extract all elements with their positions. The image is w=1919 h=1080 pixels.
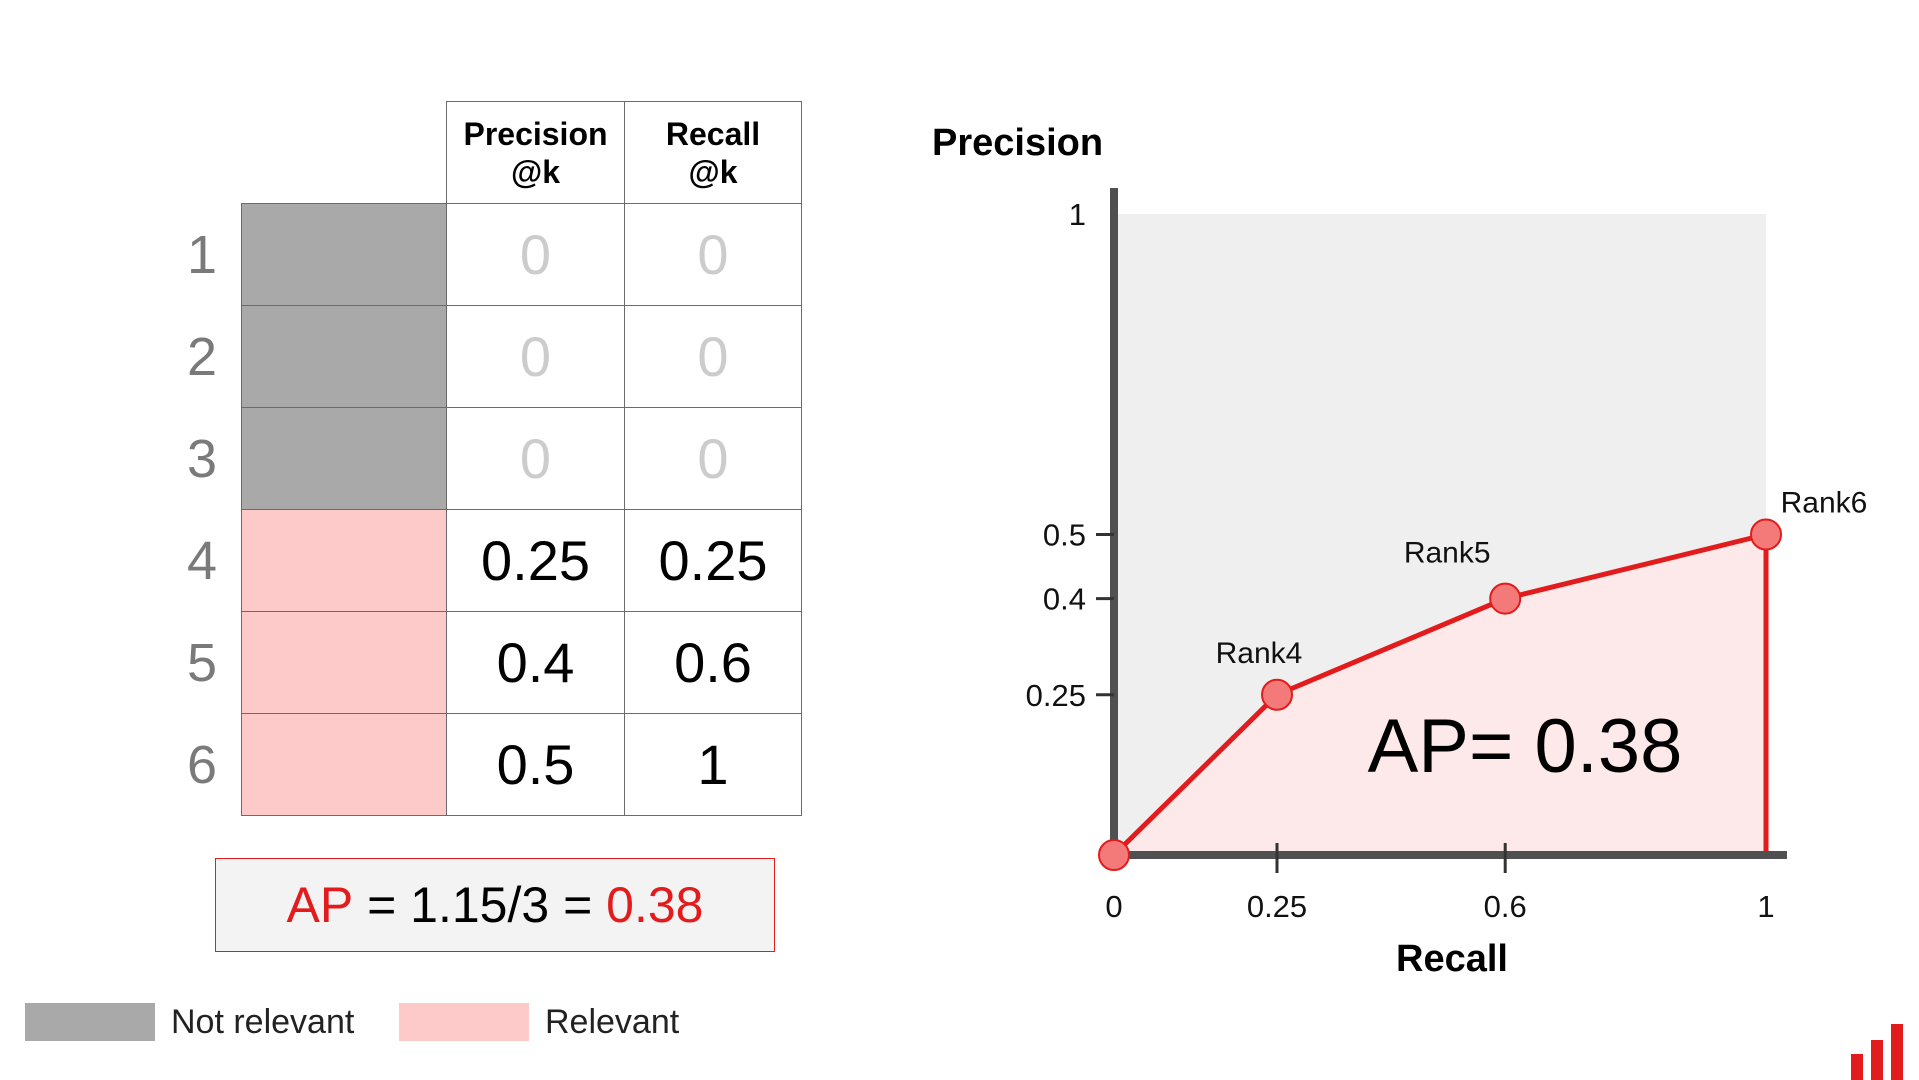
precision-value: 0: [446, 305, 625, 408]
rank-number: 1: [186, 224, 217, 285]
table-row: 6 0.5 1: [157, 713, 802, 816]
legend-relevant: Relevant: [399, 1003, 679, 1041]
precision-value: 0: [446, 203, 625, 306]
x-tick-label: 0.6: [1484, 889, 1527, 924]
ap-area-label: AP= 0.38: [1368, 704, 1683, 789]
x-tick-label: 1: [1757, 889, 1774, 924]
rank-number: 5: [186, 632, 217, 693]
point-label: Rank6: [1781, 487, 1868, 520]
y-tick-label: 0.4: [1043, 582, 1086, 617]
precision-value: 0.25: [446, 509, 625, 612]
x-tick-label: 0: [1105, 889, 1122, 924]
rank-number: 4: [186, 530, 217, 591]
not-relevant-cell: [241, 407, 447, 510]
precision-value: 0.5: [446, 713, 625, 816]
recall-value: 0.25: [624, 509, 802, 612]
y-tick-label: 0.5: [1043, 518, 1086, 553]
data-point: [1098, 839, 1130, 871]
precision-value: 0: [446, 407, 625, 510]
data-point: [1750, 518, 1782, 551]
y-tick-label: 1: [1069, 197, 1086, 232]
not-relevant-cell: [241, 203, 447, 306]
recall-value: 0: [624, 203, 802, 306]
legend-not-relevant: Not relevant: [25, 1003, 354, 1041]
recall-value: 1: [624, 713, 802, 816]
rank-number: 2: [186, 326, 217, 387]
relevant-swatch: [399, 1003, 529, 1041]
x-axis-label: Recall: [1396, 938, 1508, 980]
not-relevant-label: Not relevant: [171, 1002, 355, 1041]
relevant-cell: [241, 713, 447, 816]
not-relevant-cell: [241, 305, 447, 408]
ap-formula-box: AP = 1.15/3 = 0.38: [215, 858, 775, 952]
rank-number: 6: [186, 734, 217, 795]
recall-value: 0: [624, 407, 802, 510]
y-axis-label: Precision: [932, 122, 1103, 164]
relevant-cell: [241, 509, 447, 612]
ap-label: AP: [286, 877, 354, 933]
ap-result: 0.38: [606, 877, 704, 933]
recall-value: 0.6: [624, 611, 802, 714]
point-label: Rank5: [1404, 537, 1491, 570]
y-tick-label: 0.25: [1026, 678, 1086, 713]
ap-computation: = 1.15/3 =: [353, 877, 607, 933]
data-point: [1261, 678, 1293, 711]
data-point: [1489, 582, 1522, 615]
ap-area: [1114, 534, 1766, 855]
ranking-table: Precision @k Recall @k 1 0 0 2 0 0 3 0 0 4 0.25 0.2…: [157, 101, 802, 816]
relevant-label: Relevant: [545, 1002, 680, 1041]
table-row: 5 0.4 0.6: [157, 611, 802, 714]
table-row: 4 0.25 0.25: [157, 509, 802, 612]
point-label: Rank4: [1216, 637, 1303, 670]
not-relevant-swatch: [25, 1003, 155, 1041]
rank-number: 3: [186, 428, 217, 489]
precision-at-k-header: Precision @k: [446, 101, 625, 204]
relevant-cell: [241, 611, 447, 714]
x-tick-label: 0.25: [1247, 889, 1307, 924]
brand-logo-icon: [1851, 1024, 1903, 1080]
